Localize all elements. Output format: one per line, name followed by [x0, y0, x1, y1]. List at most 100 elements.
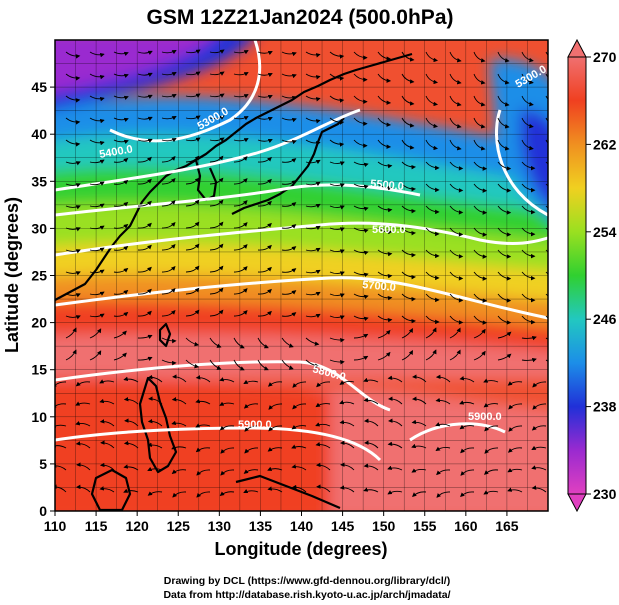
wind-arrow	[521, 358, 537, 363]
wind-arrow	[137, 200, 152, 207]
wind-arrow	[89, 350, 102, 361]
x-tick-label: 140	[290, 518, 314, 534]
wind-arrow	[353, 161, 369, 168]
wind-arrow	[387, 375, 403, 383]
wind-arrow	[209, 199, 224, 207]
height-contour	[109, 40, 262, 143]
wind-arrow	[219, 377, 235, 383]
wind-arrow	[257, 156, 272, 163]
wind-arrow	[388, 396, 403, 405]
wind-arrow	[244, 425, 259, 432]
wind-arrow	[497, 95, 510, 107]
wind-arrow	[387, 441, 403, 449]
wind-arrow	[233, 156, 248, 163]
wind-arrow	[147, 374, 163, 383]
wind-arrow	[353, 227, 369, 234]
wind-arrow	[137, 334, 153, 340]
wind-arrow	[100, 440, 115, 449]
wind-arrow	[185, 221, 200, 229]
wind-arrow	[185, 155, 200, 163]
wind-arrow	[353, 117, 368, 126]
wind-arrow	[196, 491, 211, 498]
wind-arrow	[291, 424, 307, 430]
wind-arrow	[353, 95, 368, 104]
wind-arrow	[305, 269, 321, 275]
wind-arrow	[147, 442, 163, 449]
wind-arrow	[436, 491, 451, 498]
wind-arrow	[449, 73, 462, 85]
wind-arrow	[353, 333, 369, 339]
wind-arrow	[363, 487, 379, 493]
wind-arrow	[497, 73, 510, 85]
wind-arrow	[329, 161, 345, 166]
wind-arrow	[473, 73, 486, 85]
wind-arrow	[425, 139, 439, 151]
wind-arrow	[435, 374, 451, 383]
wind-arrow	[137, 244, 152, 251]
wind-arrow	[473, 293, 488, 303]
wind-arrow	[425, 73, 439, 85]
wind-arrow	[305, 313, 321, 319]
wind-arrow	[113, 73, 129, 79]
wind-arrow	[305, 203, 321, 209]
wind-arrow	[220, 469, 235, 476]
wind-arrow	[65, 293, 81, 298]
wind-arrow	[545, 249, 548, 253]
wind-arrow	[545, 293, 548, 297]
wind-arrow	[281, 202, 297, 207]
wind-arrow	[305, 225, 321, 231]
wind-arrow	[281, 158, 297, 163]
wind-arrow	[99, 486, 115, 493]
wind-arrow	[377, 315, 393, 323]
wind-arrow	[113, 330, 127, 339]
wind-arrow	[305, 247, 321, 253]
wind-arrow	[449, 183, 464, 193]
wind-arrow	[233, 244, 248, 251]
wind-arrow	[545, 271, 548, 275]
wind-arrow	[305, 181, 321, 187]
wind-arrow	[233, 116, 249, 121]
wind-arrow	[412, 396, 427, 405]
wind-arrow	[209, 177, 224, 185]
wind-arrow	[449, 51, 462, 63]
credit-drawing: Drawing by DCL (https://www.gfd-dennou.o…	[164, 575, 450, 587]
wind-arrow	[185, 137, 201, 142]
wind-arrow	[329, 139, 345, 147]
wind-arrow	[113, 267, 129, 273]
wind-arrow	[459, 424, 475, 430]
wind-arrow	[363, 377, 379, 383]
wind-arrow	[185, 287, 200, 295]
wind-arrow	[161, 115, 177, 121]
wind-arrow	[329, 337, 345, 343]
wind-arrow	[531, 465, 547, 471]
wind-arrow	[233, 72, 249, 77]
wind-arrow	[473, 328, 486, 339]
colorbar-tick-label: 238	[593, 399, 617, 415]
wind-arrow	[305, 95, 321, 102]
wind-arrow	[497, 249, 512, 259]
wind-arrow	[545, 161, 548, 165]
wind-arrow	[497, 183, 512, 193]
wind-arrow	[507, 487, 523, 493]
x-tick-label: 130	[208, 518, 232, 534]
contour-label: 5600.0	[372, 224, 406, 236]
y-tick-label: 0	[39, 503, 47, 519]
wind-arrow	[233, 337, 245, 349]
y-tick-label: 35	[31, 173, 47, 189]
wind-arrow	[449, 227, 464, 237]
wind-arrow	[281, 224, 297, 229]
contour-label: 5900.0	[238, 419, 272, 431]
wind-arrow	[89, 328, 102, 339]
temperature-band	[55, 40, 210, 93]
wind-arrow	[449, 249, 464, 259]
wind-arrow	[209, 337, 222, 348]
x-tick-label: 115	[85, 518, 108, 534]
wind-arrow	[267, 466, 283, 471]
wind-arrow	[243, 379, 259, 385]
wind-arrow	[339, 440, 355, 449]
wind-arrow	[75, 484, 91, 493]
wind-arrow	[521, 315, 536, 325]
wind-arrow	[473, 95, 486, 107]
coastline-japan	[231, 117, 345, 215]
wind-arrow	[353, 51, 368, 60]
